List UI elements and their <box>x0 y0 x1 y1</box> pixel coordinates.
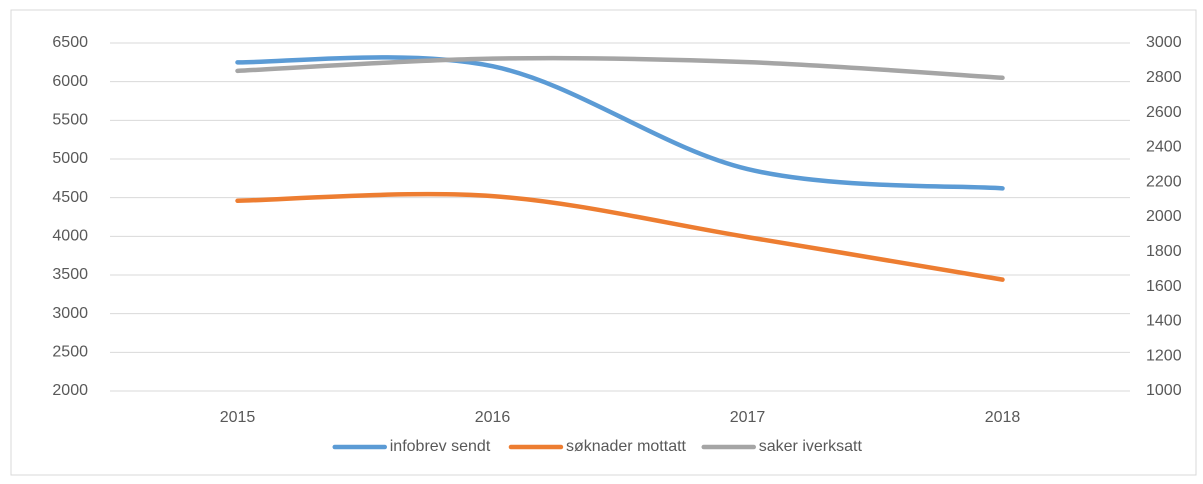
y-tick-label: 5500 <box>52 112 88 129</box>
x-tick-label: 2017 <box>730 409 766 426</box>
y2-tick-label: 2600 <box>1146 104 1182 121</box>
y-tick-label: 3000 <box>52 305 88 322</box>
y2-tick-label: 2200 <box>1146 173 1182 190</box>
y2-tick-label: 3000 <box>1146 34 1182 51</box>
y-tick-label: 2000 <box>52 382 88 399</box>
x-tick-label: 2016 <box>475 409 511 426</box>
y2-tick-label: 1200 <box>1146 347 1182 364</box>
x-tick-label: 2018 <box>985 409 1021 426</box>
line-series <box>235 55 1005 191</box>
y-tick-label: 4500 <box>52 189 88 206</box>
y2-tick-label: 2400 <box>1146 139 1182 156</box>
y2-tick-label: 1000 <box>1146 382 1182 399</box>
y2-tick-label: 1600 <box>1146 278 1182 295</box>
y-tick-label: 6500 <box>52 34 88 51</box>
y2-tick-label: 1400 <box>1146 313 1182 330</box>
legend-label: saker iverksatt <box>759 438 863 455</box>
y2-tick-label: 2000 <box>1146 208 1182 225</box>
line-series <box>235 191 1005 282</box>
y-tick-label: 3500 <box>52 266 88 283</box>
y-tick-label: 6000 <box>52 73 88 90</box>
y-tick-label: 4000 <box>52 228 88 245</box>
line-series <box>235 55 1005 81</box>
y-tick-label: 2500 <box>52 344 88 361</box>
y-tick-label: 5000 <box>52 150 88 167</box>
legend-label: infobrev sendt <box>390 438 491 455</box>
x-tick-label: 2015 <box>220 409 256 426</box>
legend-label: søknader mottatt <box>566 438 687 455</box>
chart-border <box>10 9 1197 476</box>
y2-tick-label: 2800 <box>1146 69 1182 86</box>
y2-tick-label: 1800 <box>1146 243 1182 260</box>
